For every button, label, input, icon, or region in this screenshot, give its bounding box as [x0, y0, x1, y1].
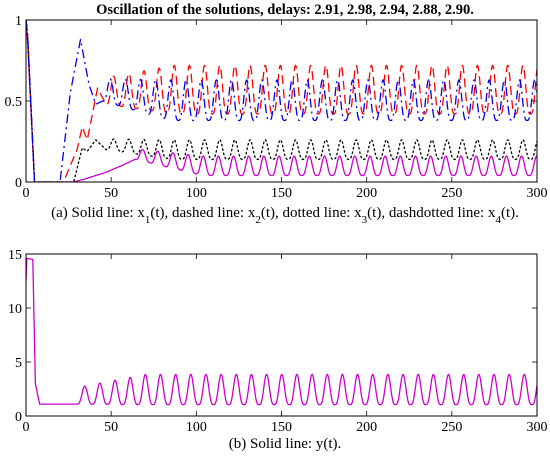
- panel-a-xtick-label: 200: [356, 186, 377, 201]
- panel-a: 0 50 100 150 200 250 300 0 0.5 1 (a) Solid line: …: [5, 14, 548, 226]
- panel-b-ytick-label: 15: [8, 248, 22, 263]
- panel-a-series: [26, 20, 537, 182]
- panel-a-caption-segment: (t), dashed line: x: [150, 205, 255, 221]
- panel-b-caption: (b) Solid line: y(t).: [229, 436, 342, 452]
- panel-a-series-2-line: [26, 20, 537, 182]
- panel-b-ticks: 0 50 100 150 200 250 300 0 5 10 15: [8, 248, 548, 435]
- panel-a-caption-segment: (t), dashdotted line: x: [367, 205, 496, 221]
- panel-a-caption-subscript: 1: [145, 214, 151, 226]
- panel-a-xtick-label: 0: [23, 186, 30, 201]
- panel-b-xtick-label: 50: [104, 420, 118, 435]
- panel-a-xtick-label: 100: [186, 186, 207, 201]
- panel-a-caption-subscript: 3: [362, 214, 368, 226]
- panel-a-caption-subscript: 4: [495, 214, 501, 226]
- panel-b-xtick-label: 300: [527, 420, 548, 435]
- panel-b-xtick-label: 200: [356, 420, 377, 435]
- panel-b-series: [26, 257, 537, 406]
- panel-a-ticks: 0 50 100 150 200 250 300 0 0.5 1: [5, 14, 548, 201]
- panel-b-xtick-label: 150: [271, 420, 292, 435]
- panel-a-ytick-label: 0: [15, 176, 22, 191]
- panel-a-xtick-label: 300: [527, 186, 548, 201]
- panel-b-ytick-label: 10: [8, 302, 22, 317]
- panel-b-ytick-label: 5: [15, 356, 22, 371]
- panel-b: 0 50 100 150 200 250 300 0 5 10 15 (b) Solid line:…: [8, 248, 548, 452]
- panel-a-caption-subscript: 2: [255, 214, 261, 226]
- panel-b-xtick-label: 250: [441, 420, 462, 435]
- panel-a-caption: (a) Solid line: x1(t), dashed line: x2(t…: [51, 205, 519, 226]
- panel-a-series-1-line: [26, 20, 537, 182]
- panel-a-caption-segment: (t), dotted line: x: [261, 205, 362, 221]
- panel-a-series-4-line: [26, 20, 537, 182]
- panel-b-xtick-label: 100: [186, 420, 207, 435]
- panel-b-ytick-label: 0: [15, 410, 22, 425]
- panel-a-xtick-label: 250: [441, 186, 462, 201]
- panel-a-xtick-label: 50: [104, 186, 118, 201]
- panel-b-series-1-line: [26, 257, 537, 406]
- panel-a-series-3-line: [26, 20, 537, 182]
- panel-a-caption-segment: (a) Solid line: x: [51, 205, 145, 221]
- panel-a-ytick-label: 1: [15, 14, 22, 29]
- panel-a-caption-segment: (t).: [501, 205, 519, 221]
- figure-title: Oscillation of the solutions, delays: 2.…: [96, 2, 474, 18]
- panel-b-xtick-label: 0: [23, 420, 30, 435]
- panel-a-xtick-label: 150: [271, 186, 292, 201]
- panel-a-ytick-label: 0.5: [5, 95, 23, 110]
